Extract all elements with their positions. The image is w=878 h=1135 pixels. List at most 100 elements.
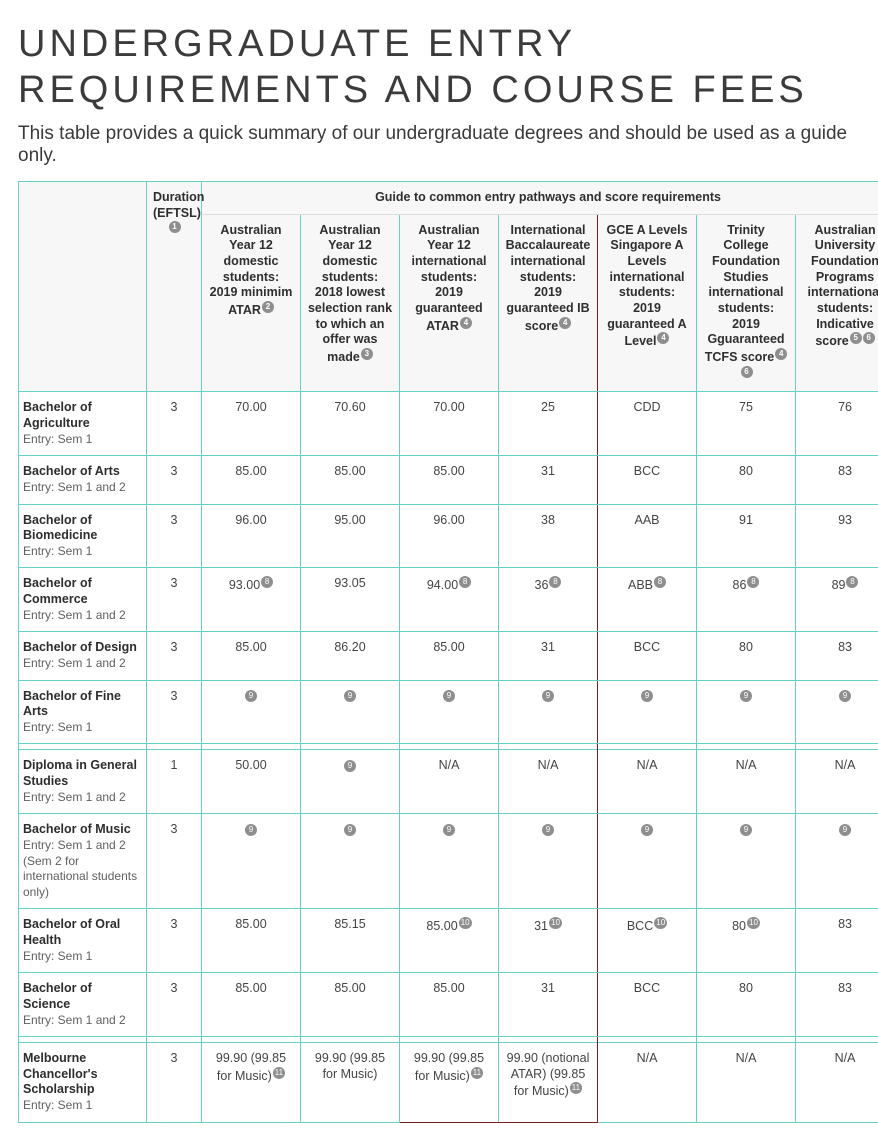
course-name: Bachelor of Science bbox=[23, 981, 92, 1011]
value-cell: BCC bbox=[598, 456, 697, 504]
table-row: Bachelor of Music Entry: Sem 1 and 2 (Sem… bbox=[19, 814, 878, 909]
value-cell: N/A bbox=[796, 750, 878, 814]
value-cell: 9 bbox=[301, 750, 400, 814]
value-cell: AAB bbox=[598, 504, 697, 568]
value-cell: 9 bbox=[499, 814, 598, 909]
value-cell: 31 bbox=[499, 456, 598, 504]
value-cell: 80 bbox=[697, 973, 796, 1037]
value-cell: 31 bbox=[499, 973, 598, 1037]
duration-cell: 1 bbox=[147, 750, 202, 814]
page-intro: This table provides a quick summary of o… bbox=[18, 123, 860, 167]
footnote-badge: 4 bbox=[460, 317, 472, 329]
value-cell: N/A bbox=[697, 750, 796, 814]
duration-cell: 3 bbox=[147, 568, 202, 632]
value-cell: N/A bbox=[796, 1043, 878, 1123]
value-cell: 85.00 bbox=[301, 456, 400, 504]
value-cell: 8010 bbox=[697, 909, 796, 973]
value-cell: 25 bbox=[499, 392, 598, 456]
course-cell: Bachelor of Arts Entry: Sem 1 and 2 bbox=[19, 456, 147, 504]
course-entry: Entry: Sem 1 and 2 bbox=[23, 608, 126, 622]
value-cell: 96.00 bbox=[400, 504, 499, 568]
course-name: Bachelor of Agriculture bbox=[23, 400, 92, 430]
course-entry: Entry: Sem 1 and 2 bbox=[23, 480, 126, 494]
th-pathways: Guide to common entry pathways and score… bbox=[202, 182, 878, 215]
value-cell: 9 bbox=[598, 814, 697, 909]
value-cell: 9 bbox=[400, 680, 499, 744]
value-cell: N/A bbox=[499, 750, 598, 814]
value-cell: N/A bbox=[400, 750, 499, 814]
value-cell: N/A bbox=[598, 1043, 697, 1123]
value-cell: 50.00 bbox=[202, 750, 301, 814]
table-row: Bachelor of BiomedicineEntry: Sem 1396.0… bbox=[19, 504, 878, 568]
value-cell: 85.00 bbox=[301, 973, 400, 1037]
footnote-badge: 4 bbox=[657, 332, 669, 344]
value-cell: 86.20 bbox=[301, 632, 400, 680]
footnote-badge: 9 bbox=[245, 824, 257, 836]
course-name: Bachelor of Fine Arts bbox=[23, 689, 121, 719]
course-entry: Entry: Sem 1 bbox=[23, 949, 92, 963]
value-cell: 70.00 bbox=[202, 392, 301, 456]
footnote-badge: 8 bbox=[846, 576, 858, 588]
footnote-badge: 4 bbox=[775, 348, 787, 360]
value-cell: 76 bbox=[796, 392, 878, 456]
footnote-badge: 3 bbox=[361, 348, 373, 360]
course-name: Bachelor of Arts bbox=[23, 464, 120, 478]
value-cell: 99.90 (notional ATAR) (99.85 for Music)1… bbox=[499, 1043, 598, 1123]
footnote-badge: 9 bbox=[542, 690, 554, 702]
table-row: Bachelor of CommerceEntry: Sem 1 and 23 9… bbox=[19, 568, 878, 632]
value-cell: 9 bbox=[598, 680, 697, 744]
course-name: Bachelor of Oral Health bbox=[23, 917, 120, 947]
duration-cell: 3 bbox=[147, 1043, 202, 1123]
footnote-badge: 8 bbox=[261, 576, 273, 588]
course-entry: Entry: Sem 1 and 2 (Sem 2 for internatio… bbox=[23, 838, 137, 899]
value-cell: 9 bbox=[796, 814, 878, 909]
value-cell: BCC10 bbox=[598, 909, 697, 973]
value-cell: 9 bbox=[796, 680, 878, 744]
footnote-badge: 1 bbox=[169, 221, 181, 233]
th-duration: Duration (EFTSL)1 bbox=[147, 182, 202, 392]
value-cell: 70.00 bbox=[400, 392, 499, 456]
th-pathway-col: Australian University Foundation Program… bbox=[796, 214, 878, 392]
footnote-badge: 5 bbox=[850, 332, 862, 344]
footnote-badge: 9 bbox=[344, 760, 356, 772]
value-cell: 9 bbox=[202, 680, 301, 744]
footnote-badge: 8 bbox=[549, 576, 561, 588]
value-cell: BCC bbox=[598, 973, 697, 1037]
value-cell: 99.90 (99.85 for Music) bbox=[301, 1043, 400, 1123]
duration-cell: 3 bbox=[147, 680, 202, 744]
duration-cell: 3 bbox=[147, 392, 202, 456]
course-name: Bachelor of Music bbox=[23, 822, 131, 836]
footnote-badge: 9 bbox=[245, 690, 257, 702]
footnote-badge: 11 bbox=[570, 1082, 582, 1094]
duration-cell: 3 bbox=[147, 909, 202, 973]
table-row: Bachelor of ScienceEntry: Sem 1 and 2385… bbox=[19, 973, 878, 1037]
value-cell: 9 bbox=[499, 680, 598, 744]
value-cell: 85.00 bbox=[202, 973, 301, 1037]
footnote-badge: 8 bbox=[459, 576, 471, 588]
table-row: Bachelor of Oral HealthEntry: Sem 1385.0… bbox=[19, 909, 878, 973]
value-cell: 85.00 bbox=[400, 456, 499, 504]
course-name: Bachelor of Design bbox=[23, 640, 137, 654]
table-row: Melbourne Chancellor's ScholarshipEntry:… bbox=[19, 1043, 878, 1123]
footnote-badge: 10 bbox=[549, 917, 562, 929]
course-entry: Entry: Sem 1 and 2 bbox=[23, 790, 126, 804]
value-cell: 80 bbox=[697, 632, 796, 680]
value-cell: 96.00 bbox=[202, 504, 301, 568]
course-cell: Bachelor of DesignEntry: Sem 1 and 2 bbox=[19, 632, 147, 680]
course-cell: Bachelor of BiomedicineEntry: Sem 1 bbox=[19, 504, 147, 568]
page-title: UNDERGRADUATE ENTRY REQUIREMENTS AND COU… bbox=[18, 22, 860, 113]
course-cell: Bachelor of CommerceEntry: Sem 1 and 2 bbox=[19, 568, 147, 632]
duration-cell: 3 bbox=[147, 456, 202, 504]
value-cell: 85.00 bbox=[202, 456, 301, 504]
value-cell: 80 bbox=[697, 456, 796, 504]
value-cell: 85.00 bbox=[400, 973, 499, 1037]
value-cell: 3110 bbox=[499, 909, 598, 973]
value-cell: 83 bbox=[796, 632, 878, 680]
table-row: Bachelor of ArtsEntry: Sem 1 and 2385.00… bbox=[19, 456, 878, 504]
course-entry: Entry: Sem 1 bbox=[23, 544, 92, 558]
th-pathway-col: Trinity College Foundation Studies inter… bbox=[697, 214, 796, 392]
footnote-badge: 10 bbox=[654, 917, 667, 929]
table-row: Diploma in General StudiesEntry: Sem 1 a… bbox=[19, 750, 878, 814]
value-cell: 93.05 bbox=[301, 568, 400, 632]
footnote-badge: 10 bbox=[747, 917, 760, 929]
